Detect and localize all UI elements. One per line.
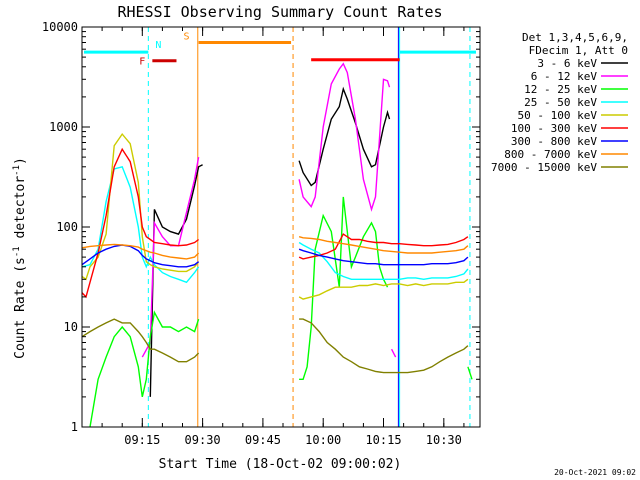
state-label-s: S bbox=[184, 31, 190, 42]
y-axis-label: Count Rate (s-1 detector-1) bbox=[12, 157, 28, 359]
legend: Det 1,3,4,5,6,9,FDecim 1, Att 03 - 6 keV… bbox=[491, 31, 628, 174]
series-line-7-1 bbox=[298, 236, 469, 254]
x-axis-label: Start Time (18-Oct-02 09:00:02) bbox=[159, 457, 402, 472]
series-line-1-1 bbox=[298, 62, 391, 212]
series-line-2-1 bbox=[299, 196, 389, 380]
series-line-4-0 bbox=[81, 132, 200, 281]
footer-date: 20-Oct-2021 09:02 bbox=[554, 468, 636, 477]
legend-entry-label: 25 - 50 keV bbox=[524, 96, 597, 109]
chart-title: RHESSI Observing Summary Count Rates bbox=[117, 3, 442, 21]
legend-entry-label: 100 - 300 keV bbox=[511, 122, 597, 135]
series-line-3-1 bbox=[298, 241, 469, 281]
y-axis-label-main: Count Rate (s bbox=[13, 257, 28, 359]
y-tick-label: 1000 bbox=[49, 120, 78, 134]
legend-entry-label: 50 - 100 keV bbox=[518, 109, 598, 122]
x-tick-label: 10:30 bbox=[426, 433, 462, 447]
series-line-0-1 bbox=[298, 86, 391, 187]
series-line-5-1 bbox=[298, 233, 469, 260]
y-tick-label: 1 bbox=[71, 420, 78, 434]
y-axis-label-end: ) bbox=[13, 157, 28, 165]
y-axis-label-sup2: -1 bbox=[12, 165, 22, 176]
series-line-8-0 bbox=[81, 318, 200, 363]
y-tick-label: 10 bbox=[64, 320, 78, 334]
legend-entry-label: 3 - 6 keV bbox=[537, 57, 597, 70]
x-tick-label: 09:15 bbox=[124, 433, 160, 447]
legend-entry-label: 300 - 800 keV bbox=[511, 135, 597, 148]
x-tick-label: 10:00 bbox=[305, 433, 341, 447]
x-tick-label: 09:45 bbox=[245, 433, 281, 447]
series-line-2-0 bbox=[89, 310, 200, 428]
series-line-4-1 bbox=[298, 278, 469, 300]
state-label-f: F bbox=[139, 57, 145, 68]
series-line-3-0 bbox=[81, 165, 200, 284]
series-line-2-2 bbox=[467, 366, 473, 380]
y-axis-label-mid: detector bbox=[13, 176, 28, 247]
y-tick-label: 10000 bbox=[42, 20, 78, 34]
legend-header-0: Det 1,3,4,5,6,9, bbox=[522, 31, 628, 44]
legend-entry-label: 7000 - 15000 keV bbox=[491, 161, 597, 174]
series-line-6-0 bbox=[81, 244, 200, 268]
series-line-8-1 bbox=[299, 318, 469, 374]
x-tick-label: 10:15 bbox=[365, 433, 401, 447]
y-tick-label: 100 bbox=[56, 220, 78, 234]
series-line-6-1 bbox=[298, 248, 469, 266]
legend-entry-label: 12 - 25 keV bbox=[524, 83, 597, 96]
legend-entry-label: 6 - 12 keV bbox=[531, 70, 598, 83]
legend-header-1: FDecim 1, Att 0 bbox=[529, 44, 628, 57]
y-axis-label-sup1: -1 bbox=[12, 246, 22, 257]
series-line-7-0 bbox=[81, 243, 200, 260]
state-label-n: N bbox=[155, 40, 161, 51]
series-line-1-2 bbox=[390, 348, 397, 358]
plot-area: NF S 1 10 100 1000 10000 09:15 09:30 09:45 10:00 10… bbox=[42, 20, 481, 447]
legend-entry-label: 800 - 7000 keV bbox=[504, 148, 597, 161]
series-line-0-0 bbox=[149, 164, 203, 397]
x-tick-label: 09:30 bbox=[185, 433, 221, 447]
series-line-5-0 bbox=[81, 147, 200, 299]
